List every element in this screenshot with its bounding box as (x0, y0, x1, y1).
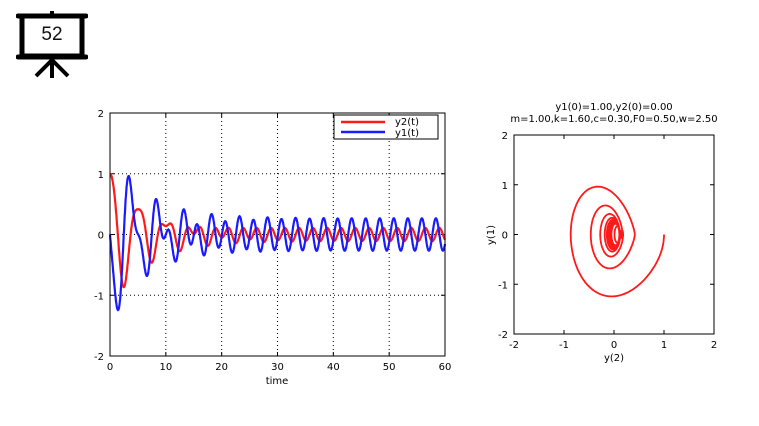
x-tick-label: 30 (271, 362, 284, 373)
series-line-y1 (108, 175, 447, 312)
y-tick-label: -2 (498, 330, 508, 341)
x-tick-label: 2 (711, 340, 717, 351)
right-xlabel: y(2) (604, 353, 624, 364)
x-tick-label: 1 (661, 340, 667, 351)
y-tick-label: 2 (98, 109, 104, 120)
y-tick-label: 2 (502, 131, 508, 142)
slide-number: 52 (41, 24, 63, 45)
x-tick-label: 0 (611, 340, 617, 351)
plot-frame (109, 112, 446, 357)
plot-frame (513, 134, 715, 335)
right-title-line1: y1(0)=1.00,y2(0)=0.00 (555, 102, 672, 113)
legend-label-y1: y1(t) (395, 128, 419, 139)
y-tick-label: 1 (502, 181, 508, 192)
right-title-line2: m=1.00,k=1.60,c=0.30,F0=0.50,w=2.50 (510, 114, 717, 125)
y-tick-label: -1 (94, 291, 104, 302)
x-tick-label: 10 (159, 362, 172, 373)
y-tick-label: 0 (502, 231, 508, 242)
time-series-plot: 0 10 20 30 40 50 60 -2 -1 0 1 2 (94, 109, 451, 373)
y-tick-label: -2 (94, 352, 104, 363)
legend-label-y2: y2(t) (395, 117, 419, 128)
legend: y2(t) y1(t) (333, 114, 439, 140)
x-tick-label: 60 (439, 362, 452, 373)
x-tick-label: -2 (509, 340, 519, 351)
left-xlabel: time (266, 376, 289, 387)
presentation-easel-icon (16, 11, 88, 78)
y-tick-label: 1 (98, 170, 104, 181)
right-ylabel: y(1) (486, 225, 497, 245)
x-tick-label: 40 (327, 362, 340, 373)
phase-plot: -2 -1 0 1 2 -2 -1 0 1 2 (498, 131, 717, 351)
x-tick-label: -1 (559, 340, 569, 351)
y-tick-label: -1 (498, 280, 508, 291)
phase-trajectory (569, 185, 665, 298)
x-tick-label: 50 (383, 362, 396, 373)
y-tick-label: 0 (98, 231, 104, 242)
x-tick-label: 20 (215, 362, 228, 373)
x-tick-label: 0 (107, 362, 113, 373)
